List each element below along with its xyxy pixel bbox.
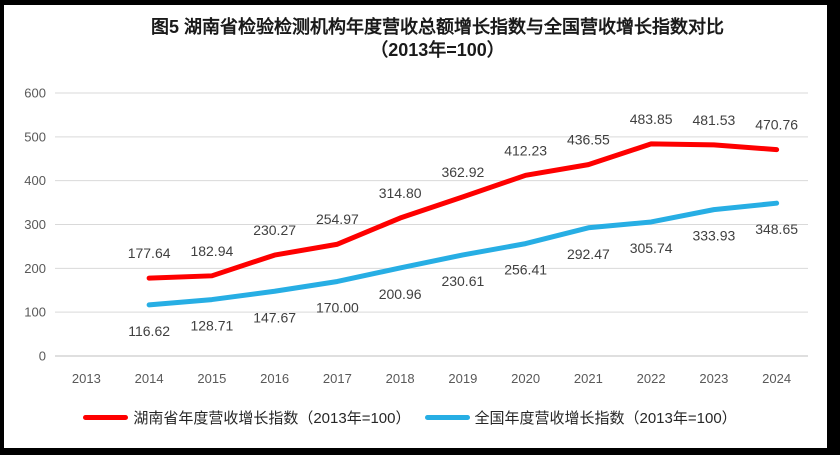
x-axis-tick-label: 2013 (72, 371, 101, 386)
frame-border-bottom (0, 448, 840, 455)
legend-label-hunan: 湖南省年度营收增长指数（2013年=100） (133, 409, 411, 427)
data-label-hunan: 314.80 (379, 185, 422, 201)
data-label-national: 256.41 (504, 262, 547, 278)
data-label-national: 230.61 (441, 273, 484, 289)
x-axis-tick-label: 2015 (197, 371, 226, 386)
chart-title: 图5 湖南省检验检测机构年度营收总额增长指数与全国营收增长指数对比 （2013年… (55, 16, 820, 62)
data-label-national: 116.62 (128, 323, 170, 339)
y-axis-tick-label: 500 (24, 129, 46, 144)
x-axis-tick-label: 2020 (511, 371, 540, 386)
legend-swatch-national-icon (424, 414, 470, 420)
frame-border-top (0, 0, 840, 5)
y-axis-tick-label: 600 (24, 86, 46, 101)
data-label-hunan: 177.64 (128, 245, 171, 261)
data-label-national: 348.65 (755, 221, 798, 237)
x-axis-tick-label: 2019 (448, 371, 477, 386)
x-axis-tick-label: 2014 (135, 371, 164, 386)
y-axis-tick-label: 400 (24, 173, 46, 188)
y-axis-tick-label: 300 (24, 217, 46, 232)
data-label-national: 147.67 (253, 309, 296, 325)
frame-border-left (0, 0, 4, 455)
x-axis-tick-label: 2022 (637, 371, 666, 386)
data-label-hunan: 412.23 (504, 142, 547, 158)
x-axis-tick-label: 2016 (260, 371, 289, 386)
legend-item-hunan[interactable]: 湖南省年度营收增长指数（2013年=100） (83, 407, 411, 428)
y-axis-tick-label: 0 (39, 349, 46, 364)
legend-label-national: 全国年度营收增长指数（2013年=100） (474, 409, 737, 427)
x-axis-tick-label: 2024 (762, 371, 791, 386)
x-axis-tick-label: 2021 (574, 371, 603, 386)
data-label-national: 200.96 (379, 286, 422, 302)
data-label-hunan: 254.97 (316, 211, 359, 227)
data-label-national: 292.47 (567, 246, 610, 262)
data-label-hunan: 483.85 (630, 111, 673, 127)
data-label-hunan: 436.55 (567, 132, 610, 148)
series-line-hunan[interactable] (146, 141, 780, 281)
data-label-hunan: 481.53 (692, 112, 735, 128)
data-label-national: 170.00 (316, 299, 359, 315)
x-axis-tick-label: 2023 (699, 371, 728, 386)
x-axis-tick-label: 2017 (323, 371, 352, 386)
data-label-national: 333.93 (692, 228, 735, 244)
x-axis-tick-label: 2018 (386, 371, 415, 386)
data-label-hunan: 470.76 (755, 117, 798, 133)
legend-swatch-hunan-icon (83, 414, 129, 420)
chart-title-line1: 图5 湖南省检验检测机构年度营收总额增长指数与全国营收增长指数对比 (150, 17, 724, 37)
y-axis-tick-label: 200 (24, 261, 46, 276)
data-label-national: 128.71 (190, 318, 233, 334)
data-label-national: 305.74 (630, 240, 673, 256)
data-label-hunan: 362.92 (441, 164, 484, 180)
series-line-national[interactable] (146, 200, 780, 308)
data-label-hunan: 230.27 (253, 222, 296, 238)
legend-item-national[interactable]: 全国年度营收增长指数（2013年=100） (424, 407, 737, 428)
chart-legend: 湖南省年度营收增长指数（2013年=100） 全国年度营收增长指数（2013年=… (0, 406, 820, 428)
y-axis-tick-label: 100 (24, 305, 46, 320)
data-label-hunan: 182.94 (190, 243, 233, 259)
chart-title-line2: （2013年=100） (370, 40, 505, 60)
frame-border-right (827, 0, 840, 455)
